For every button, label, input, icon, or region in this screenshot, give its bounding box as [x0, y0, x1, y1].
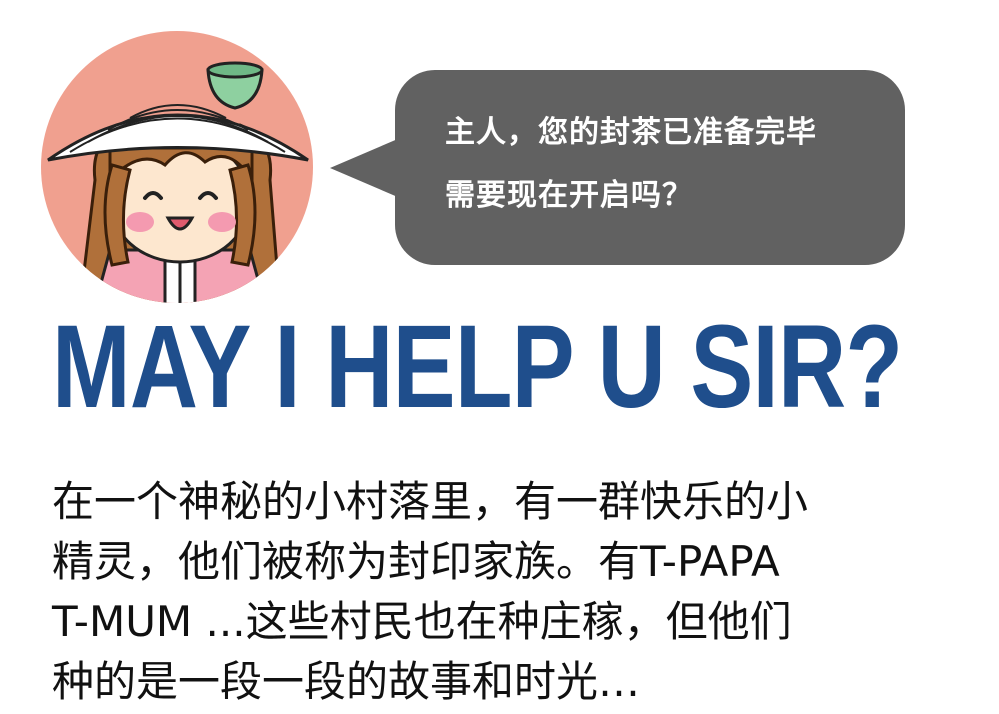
story-line: 种的是一段一段的故事和时光… [52, 657, 641, 706]
speech-bubble [330, 70, 905, 265]
bubble-text-line: 主人，您的封茶已准备完毕 [445, 115, 817, 150]
mascot-avatar [41, 31, 313, 303]
story-line: 精灵，他们被称为封印家族。有T-PAPA [52, 537, 780, 586]
headline: MAY I HELP U SIR? [52, 301, 903, 433]
story-text: 在一个神秘的小村落里，有一群快乐的小 精灵，他们被称为封印家族。有T-PAPA … [52, 472, 952, 712]
story-line: 在一个神秘的小村落里，有一群快乐的小 [52, 477, 809, 526]
bubble-text-line: 需要现在开启吗？ [445, 178, 693, 213]
story-line: T-MUM ...这些村民也在种庄稼，但他们 [52, 597, 792, 646]
